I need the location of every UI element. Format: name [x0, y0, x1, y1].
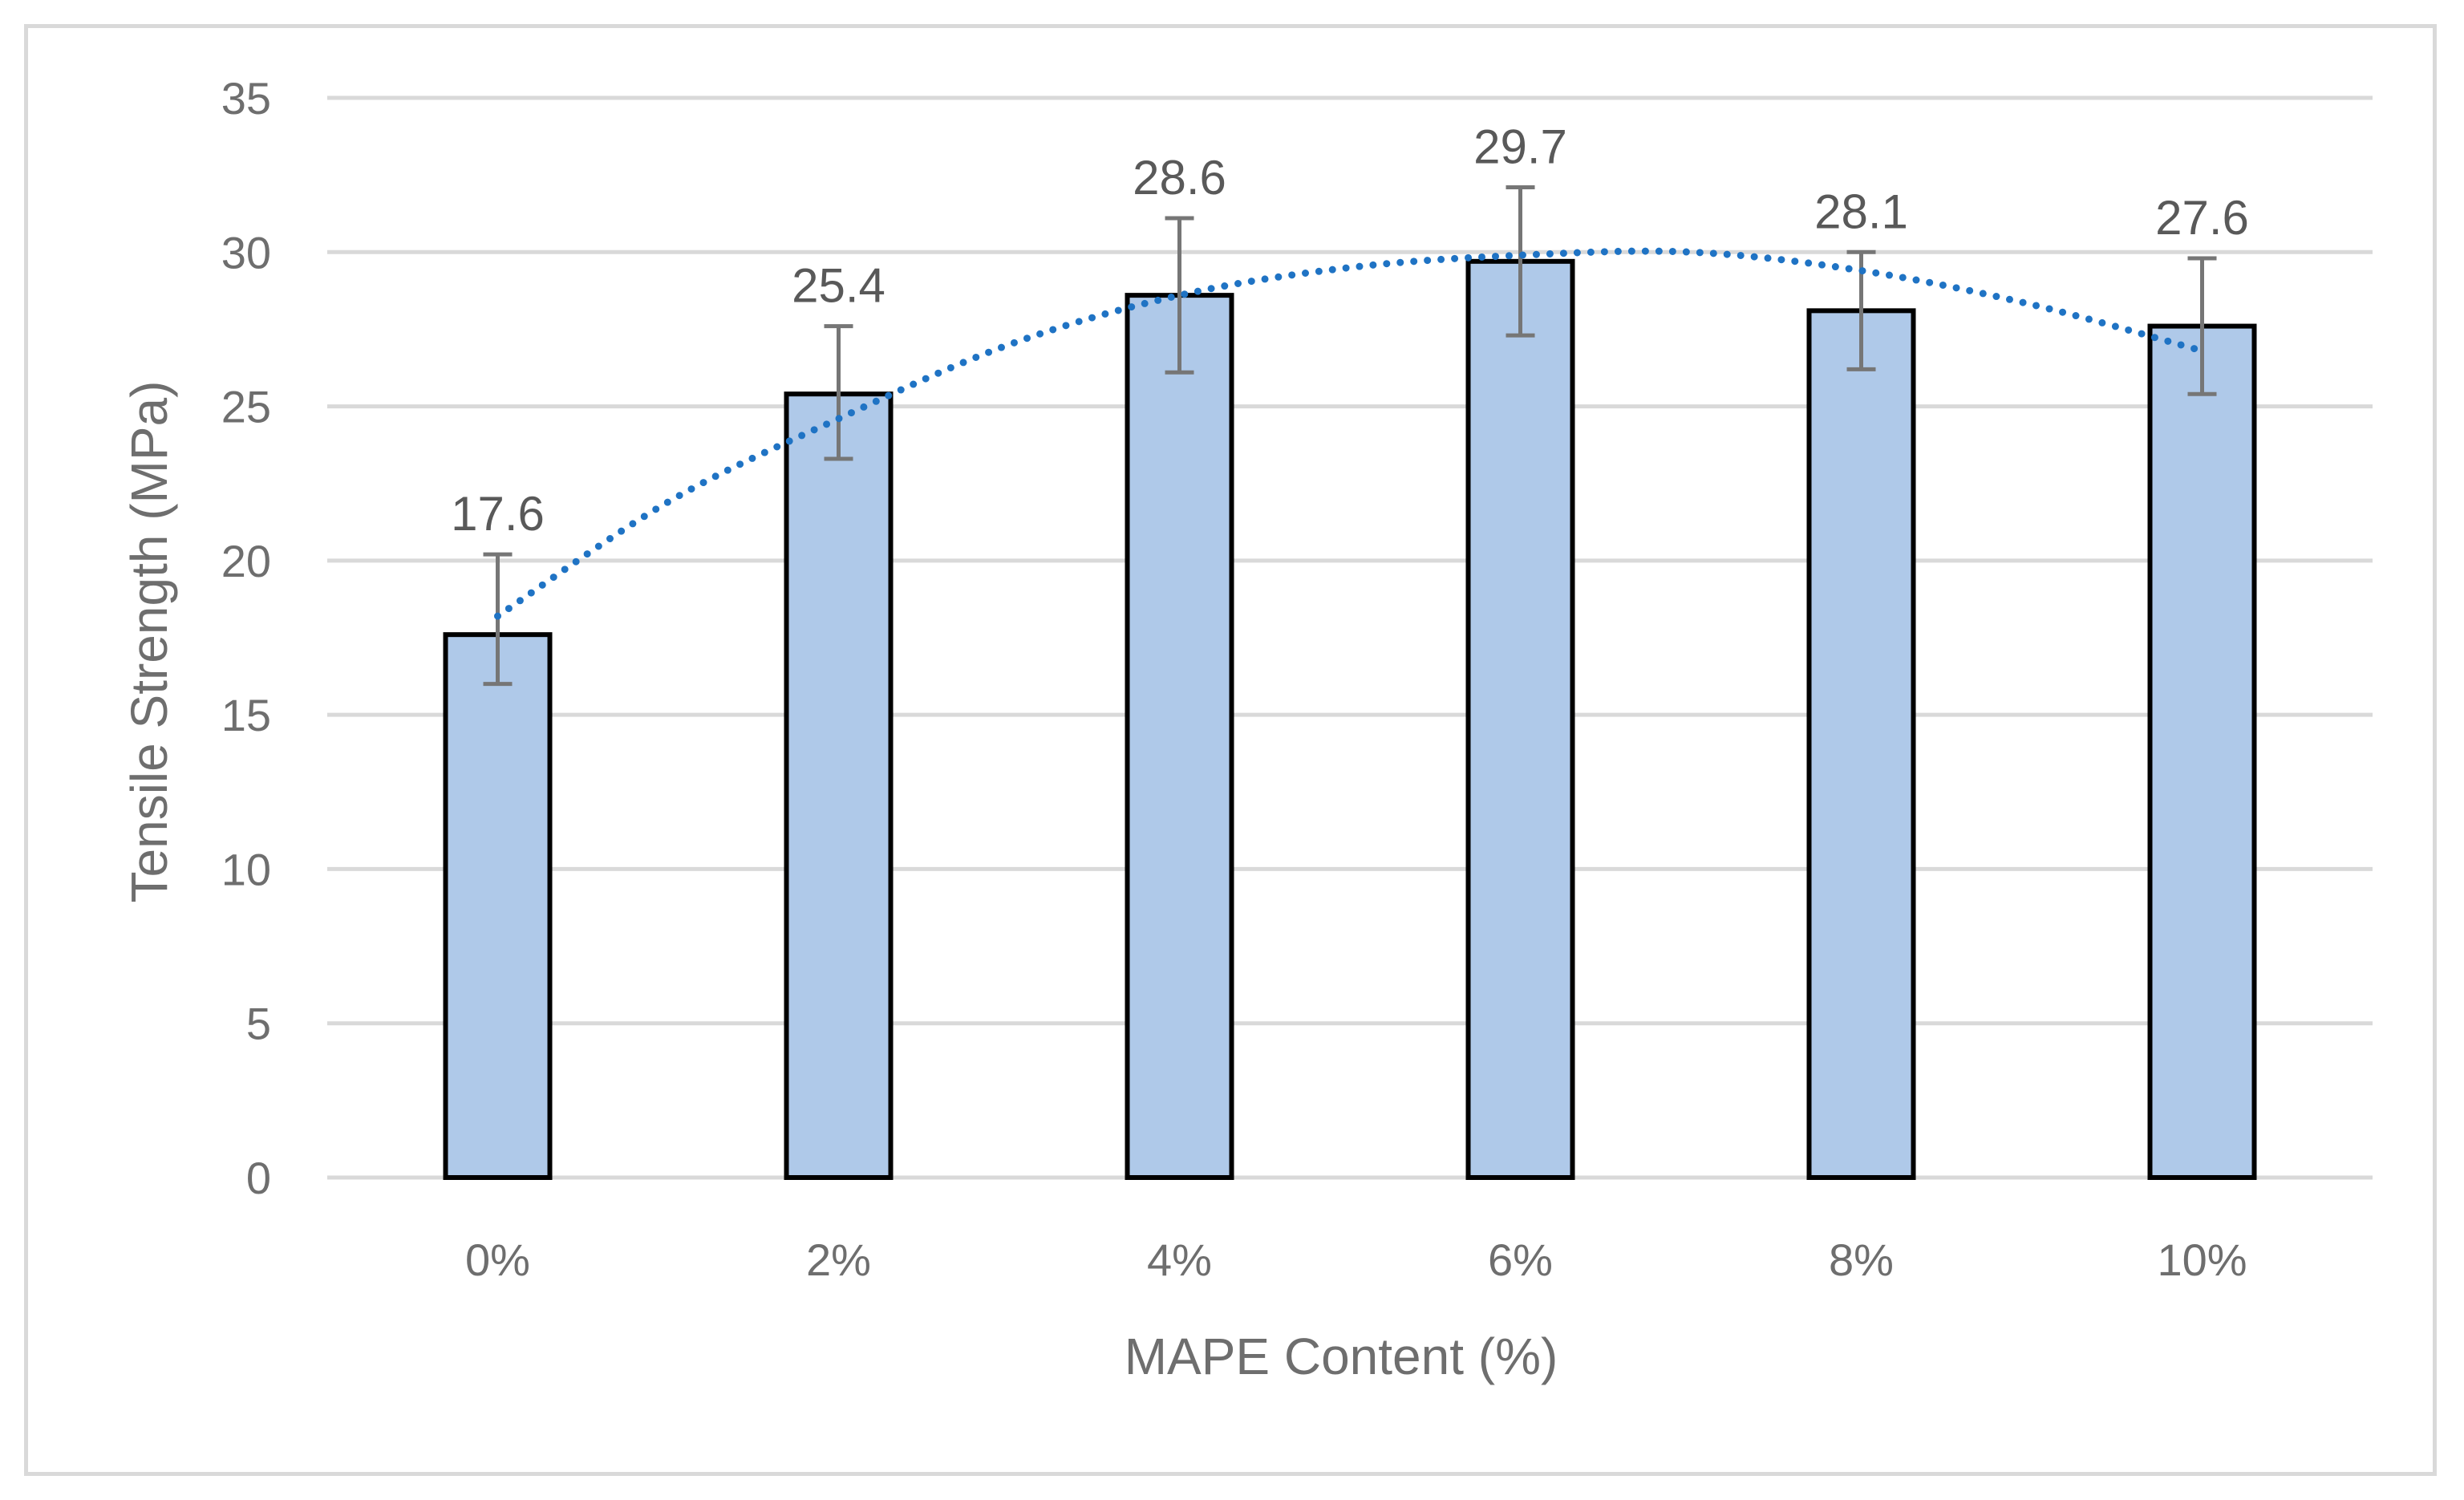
data-labels: 17.6 25.4 28.6 29.7 28.1 27.6: [451, 120, 2249, 541]
y-tick-label: 30: [221, 227, 271, 278]
y-tick-label: 25: [221, 382, 271, 432]
bars: [443, 258, 2257, 1181]
data-label: 28.6: [1133, 151, 1226, 205]
y-tick-label: 35: [221, 73, 271, 124]
y-tick-label: 5: [246, 999, 271, 1049]
data-label: 28.1: [1814, 184, 1908, 238]
bar: [784, 391, 894, 1180]
x-tick-label: 6%: [1488, 1234, 1553, 1285]
bar: [443, 632, 553, 1180]
y-tick-label: 10: [221, 844, 271, 894]
x-axis-ticks: 0% 2% 4% 6% 8% 10%: [465, 1234, 2247, 1285]
data-label: 29.7: [1473, 120, 1567, 174]
y-axis-ticks: 0 5 10 15 20 25 30 35: [221, 73, 271, 1203]
x-tick-label: 0%: [465, 1234, 530, 1285]
y-tick-label: 20: [221, 536, 271, 586]
x-tick-label: 2%: [806, 1234, 871, 1285]
bar: [2147, 323, 2257, 1180]
trendline: [494, 247, 2206, 620]
trendline-path: [494, 247, 2206, 620]
bar: [1125, 293, 1234, 1180]
bar: [1465, 258, 1575, 1180]
x-tick-label: 4%: [1147, 1234, 1212, 1285]
data-label: 17.6: [451, 487, 545, 541]
data-label: 27.6: [2155, 191, 2249, 245]
y-tick-label: 15: [221, 690, 271, 740]
x-axis-title: MAPE Content (%): [1125, 1328, 1558, 1385]
x-tick-label: 8%: [1829, 1234, 1894, 1285]
data-label: 25.4: [792, 259, 886, 313]
y-axis-title: Tensile Strength (MPa): [120, 381, 178, 903]
error-bars: [483, 185, 2217, 687]
gridlines: [327, 95, 2373, 1180]
bar: [1806, 308, 1916, 1181]
x-tick-label: 10%: [2157, 1234, 2247, 1285]
y-tick-label: 0: [246, 1153, 271, 1203]
